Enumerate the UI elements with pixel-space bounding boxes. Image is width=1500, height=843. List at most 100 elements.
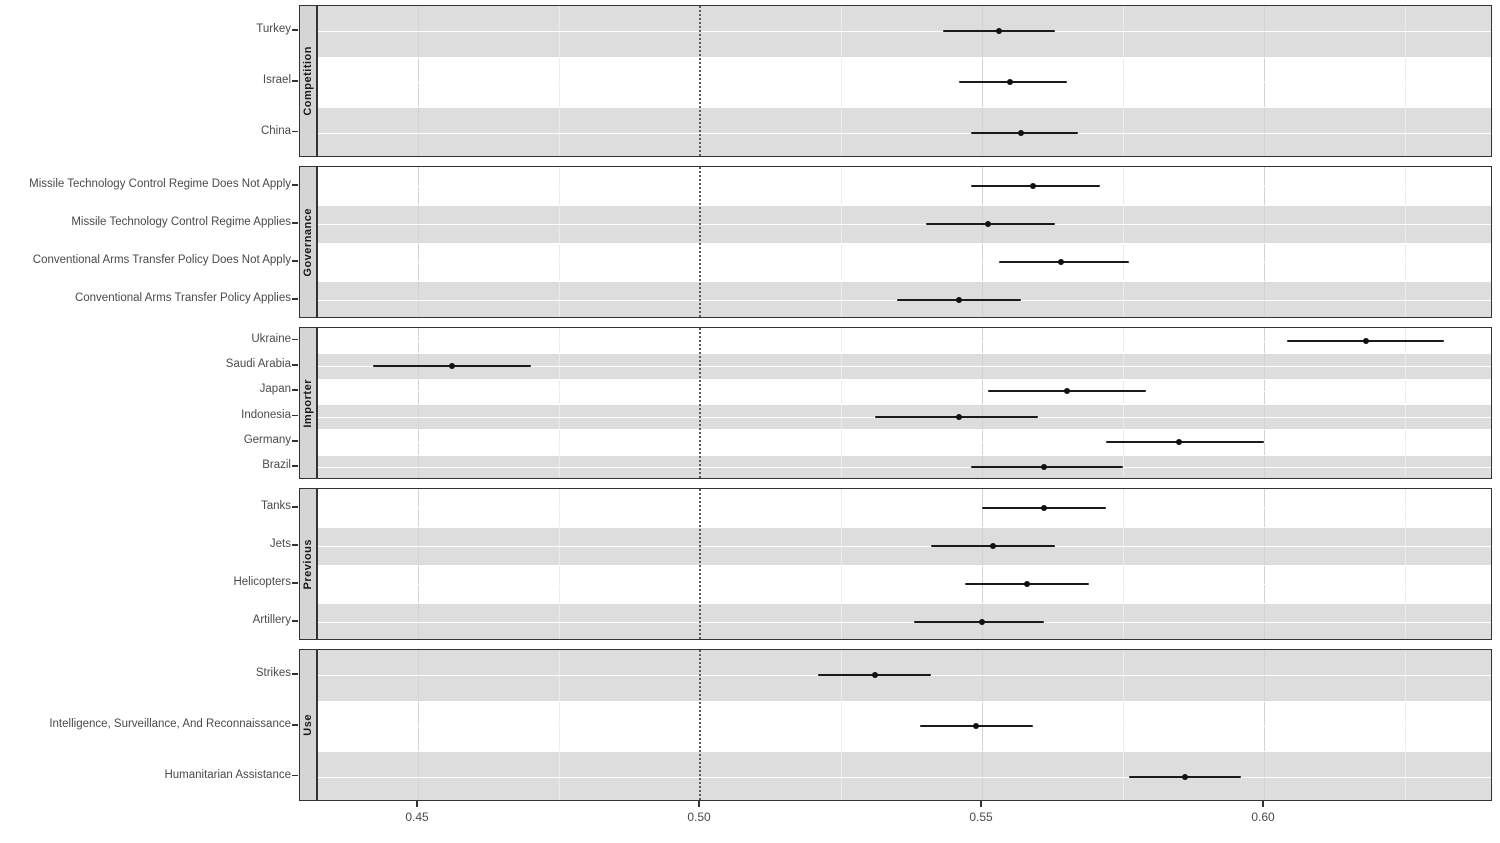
point-estimate — [448, 363, 455, 369]
gridline-minor — [1123, 6, 1124, 156]
gridline-minor — [1405, 328, 1406, 478]
gridline-minor — [841, 489, 842, 639]
facet-panel — [317, 649, 1492, 801]
gridline-horizontal — [318, 378, 1491, 380]
x-tick-label: 0.45 — [405, 810, 429, 824]
point-estimate — [1176, 439, 1183, 445]
x-tick-mark — [698, 801, 700, 807]
point-estimate — [1041, 505, 1048, 511]
y-tick-mark — [292, 389, 298, 391]
gridline-horizontal — [318, 546, 1491, 547]
reference-line — [699, 328, 701, 478]
gridline-minor — [1123, 328, 1124, 478]
point-estimate — [1182, 773, 1189, 780]
row-stripe — [318, 454, 1491, 478]
gridline-major — [982, 328, 983, 478]
x-tick-mark — [416, 801, 418, 807]
row-label: Germany — [243, 434, 291, 446]
x-tick-label: 0.60 — [1251, 810, 1275, 824]
row-stripe — [318, 107, 1491, 156]
gridline-horizontal — [318, 340, 1491, 342]
facet-panel — [317, 488, 1492, 640]
facet-strip-label: Competition — [302, 46, 314, 116]
gridline-horizontal — [318, 622, 1491, 623]
gridline-minor — [1123, 489, 1124, 639]
row-label: Conventional Arms Transfer Policy Does N… — [32, 254, 291, 266]
x-tick-mark — [1262, 801, 1264, 807]
y-tick-mark — [292, 130, 298, 133]
x-tick-label: 0.50 — [687, 810, 711, 824]
gridline-horizontal — [318, 186, 1491, 187]
row-label: Strikes — [255, 667, 291, 680]
gridline-horizontal — [318, 442, 1491, 443]
gridline-horizontal — [318, 603, 1491, 604]
gridline-horizontal — [318, 366, 1491, 367]
gridline-minor — [841, 167, 842, 317]
y-tick-mark — [292, 260, 298, 262]
gridline-horizontal — [318, 429, 1491, 431]
gridline-minor — [1405, 489, 1406, 639]
y-tick-mark — [292, 620, 298, 622]
gridline-major — [1264, 167, 1265, 317]
y-tick-mark — [292, 80, 298, 82]
facet-strip-label: Governance — [302, 207, 314, 277]
y-tick-mark — [292, 465, 298, 467]
gridline-horizontal — [318, 467, 1491, 469]
reference-line — [699, 650, 701, 800]
confidence-interval — [970, 131, 1078, 134]
point-estimate — [1057, 259, 1064, 265]
y-tick-mark — [292, 544, 298, 546]
row-label: Humanitarian Assistance — [164, 768, 291, 781]
gridline-horizontal — [318, 565, 1491, 566]
y-tick-mark — [292, 506, 298, 508]
y-tick-mark — [292, 364, 298, 366]
gridline-horizontal — [318, 281, 1491, 282]
row-label: Tanks — [260, 500, 291, 512]
row-label: Conventional Arms Transfer Policy Applie… — [74, 292, 291, 304]
row-label: Brazil — [262, 459, 291, 472]
row-label: Indonesia — [241, 408, 291, 421]
row-label: Ukraine — [251, 332, 291, 345]
row-label: Turkey — [256, 23, 291, 36]
point-estimate — [1007, 79, 1014, 85]
facet-panel — [317, 166, 1492, 318]
point-estimate — [1362, 337, 1369, 344]
point-estimate — [1029, 183, 1036, 189]
row-label: Jets — [269, 538, 291, 550]
y-tick-mark — [292, 440, 298, 442]
y-tick-mark — [292, 222, 298, 224]
row-stripe — [318, 603, 1491, 639]
gridline-minor — [841, 328, 842, 478]
gridline-horizontal — [318, 205, 1491, 206]
gridline-minor — [1123, 650, 1124, 800]
gridline-major — [1264, 6, 1265, 156]
gridline-horizontal — [318, 243, 1491, 244]
point-estimate — [871, 672, 878, 679]
gridline-horizontal — [318, 404, 1491, 405]
gridline-minor — [1123, 167, 1124, 317]
facet-strip: Governance — [299, 166, 317, 318]
facet-strip-label: Importer — [302, 378, 314, 428]
gridline-minor — [1405, 167, 1406, 317]
gridline-major — [418, 489, 419, 639]
gridline-horizontal — [318, 751, 1491, 753]
gridline-horizontal — [318, 353, 1491, 355]
gridline-horizontal — [318, 391, 1491, 393]
gridline-horizontal — [318, 107, 1491, 109]
point-estimate — [1063, 388, 1070, 395]
point-estimate — [956, 413, 963, 420]
x-tick-mark — [980, 801, 982, 807]
gridline-major — [1264, 650, 1265, 800]
row-label: Helicopters — [233, 576, 291, 588]
row-label: Missile Technology Control Regime Applie… — [71, 216, 291, 228]
gridline-minor — [559, 489, 560, 639]
facet-strip: Importer — [299, 327, 317, 479]
point-estimate — [956, 297, 963, 303]
point-estimate — [1024, 581, 1031, 587]
y-tick-mark — [292, 29, 298, 31]
y-tick-mark — [292, 298, 298, 300]
row-label: Saudi Arabia — [225, 358, 291, 370]
row-label: Missile Technology Control Regime Does N… — [29, 178, 291, 190]
y-tick-mark — [292, 184, 298, 186]
